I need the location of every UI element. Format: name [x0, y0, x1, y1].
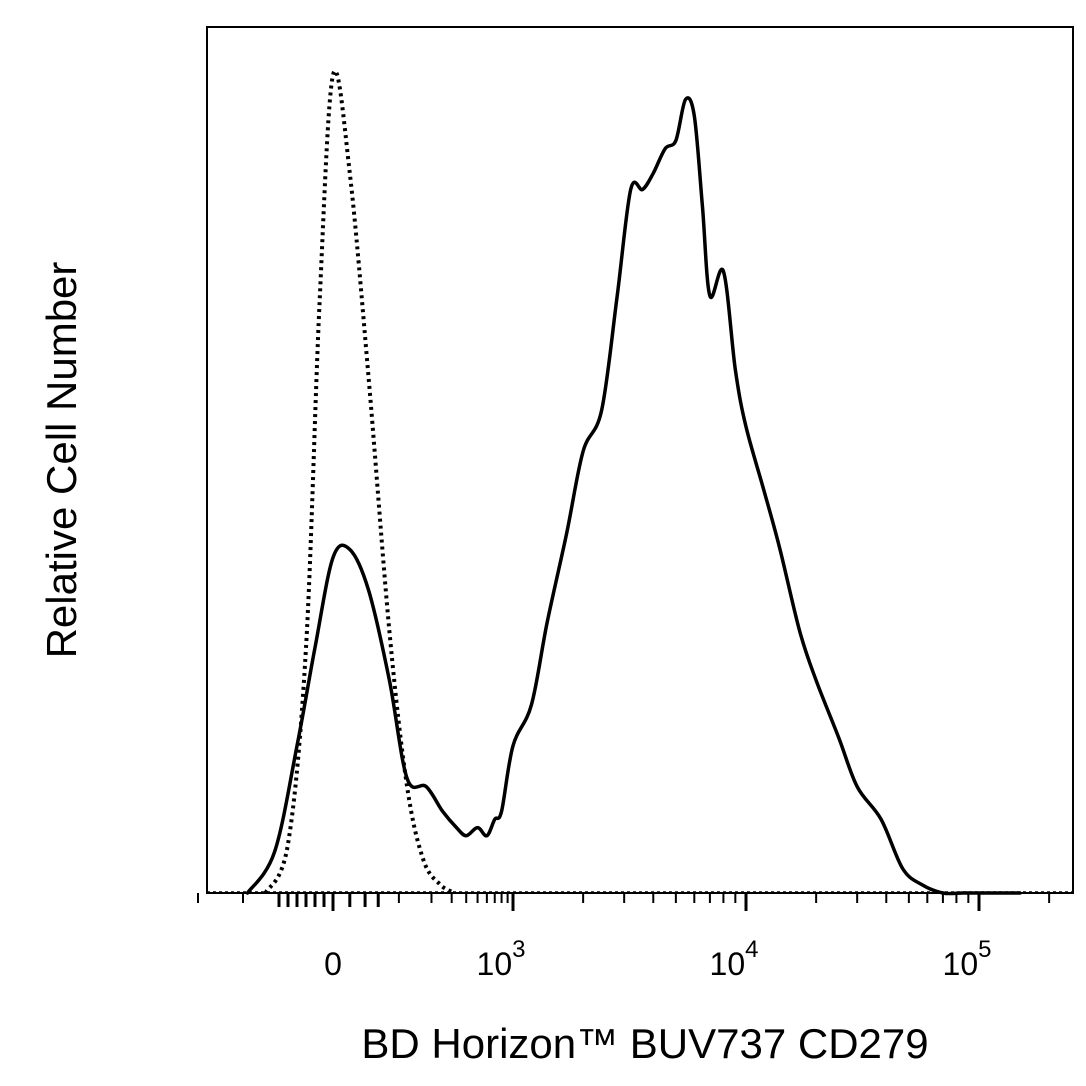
x-tick-label-exponent: 5: [978, 936, 991, 963]
series-dotted-line: [263, 69, 456, 895]
series-solid-line: [245, 96, 1022, 896]
y-axis-title: Relative Cell Number: [38, 262, 85, 659]
x-tick-label: 0: [324, 946, 342, 982]
x-tick-label: 103: [477, 936, 526, 982]
x-axis-tick-labels: 0 103 104 105: [324, 936, 991, 982]
x-axis-ticks: [197, 893, 1051, 911]
x-tick-label: 104: [710, 936, 759, 982]
x-tick-label-base: 10: [943, 946, 979, 982]
x-tick-label-base: 10: [477, 946, 513, 982]
x-tick-label-base: 10: [710, 946, 746, 982]
x-tick-label-exponent: 3: [512, 936, 525, 963]
plot-layer: [207, 69, 1073, 896]
plot-frame: [206, 26, 1074, 894]
x-tick-label-exponent: 4: [745, 936, 758, 963]
x-tick-label: 105: [943, 936, 992, 982]
x-axis-title: BD Horizon™ BUV737 CD279: [361, 1020, 928, 1067]
